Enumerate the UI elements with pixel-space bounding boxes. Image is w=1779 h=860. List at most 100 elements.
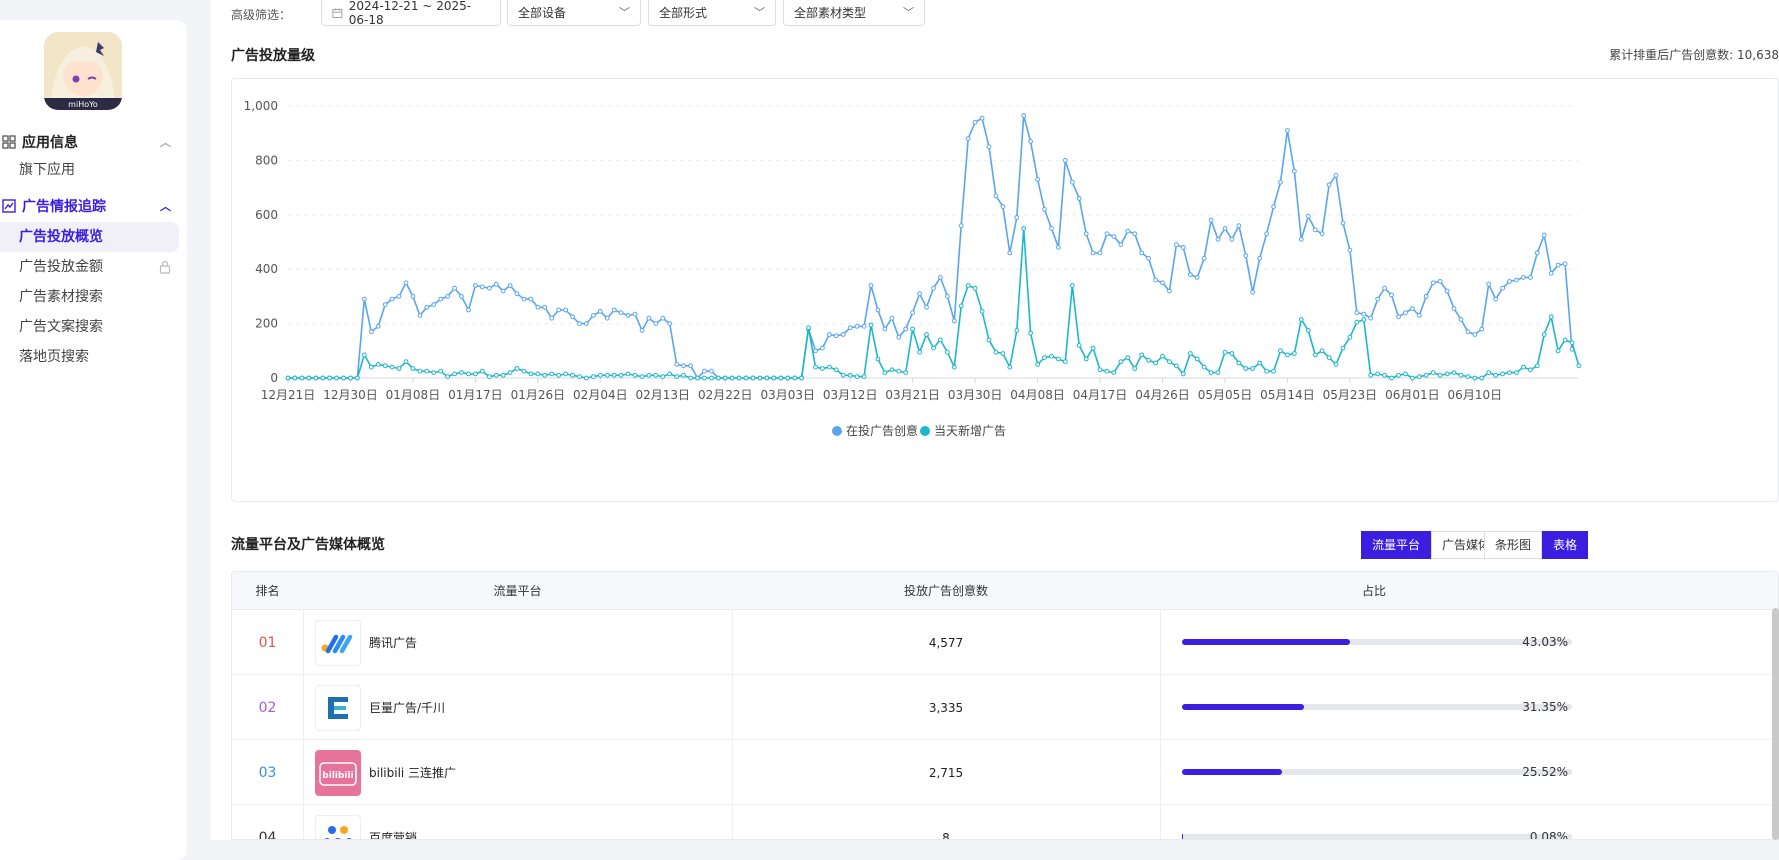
platform-name[interactable]: 百度营销 (369, 831, 418, 840)
x-tick-label: 01月17日 (448, 388, 503, 402)
toggle-bar-chart[interactable]: 条形图 (1484, 531, 1543, 559)
data-point (1396, 372, 1401, 378)
data-point (563, 307, 569, 313)
data-point (459, 370, 464, 376)
data-point (1312, 227, 1318, 233)
chevron-up-icon[interactable]: ︿ (160, 136, 171, 149)
data-point (1486, 281, 1492, 287)
data-point (799, 375, 804, 381)
x-tick-label: 12月21日 (261, 388, 316, 402)
nav-item-sub-apps[interactable]: 旗下应用 (19, 162, 75, 178)
nav-item-creative-search[interactable]: 广告素材搜索 (19, 289, 103, 305)
platform-cell: 百度营销 (303, 805, 732, 840)
chevron-up-icon[interactable]: ︿ (160, 200, 171, 213)
data-point (1062, 359, 1068, 365)
data-point (1375, 296, 1381, 302)
data-point (1458, 317, 1464, 322)
oceanengine-icon (328, 696, 348, 719)
data-point (507, 283, 513, 288)
table-row[interactable]: 03 bilibili bilibili 三连推广 2,715 25.52% (232, 740, 1778, 805)
data-point (382, 302, 388, 308)
data-point (924, 304, 929, 310)
nav-group-app-info[interactable]: 应用信息 ︿ (0, 126, 187, 158)
data-point (1035, 362, 1040, 367)
app-logo[interactable]: miHoYo (44, 32, 122, 110)
data-point (854, 374, 860, 380)
data-point (493, 281, 499, 287)
x-tick-label: 05月05日 (1198, 388, 1253, 402)
data-point (625, 313, 631, 318)
data-point (972, 285, 978, 291)
data-point (1326, 355, 1332, 361)
platform-name[interactable]: 巨量广告/千川 (369, 701, 446, 715)
data-point (1104, 231, 1110, 237)
platform-name[interactable]: bilibili 三连推广 (369, 766, 457, 780)
data-point (1576, 363, 1582, 369)
data-point (396, 366, 402, 371)
data-point (1090, 250, 1096, 256)
data-point (375, 362, 381, 367)
device-select-value: 全部设备 (518, 6, 567, 20)
data-point (1271, 204, 1276, 209)
nav-item-copy-search[interactable]: 广告文案搜索 (19, 319, 103, 335)
data-point (882, 370, 888, 376)
data-point (1076, 343, 1082, 348)
x-tick-label: 03月03日 (760, 388, 815, 402)
x-tick-label: 01月26日 (511, 388, 566, 402)
count-value: 2,715 (928, 765, 964, 780)
data-point (667, 371, 673, 377)
table-row[interactable]: 01 腾讯广告 4,577 43.03% (232, 610, 1778, 675)
nav-item-landing-search[interactable]: 落地页搜索 (19, 349, 89, 365)
data-point (1118, 359, 1124, 365)
data-point (1382, 372, 1387, 378)
nav-group-ad-tracking[interactable]: 广告情报追踪 ︿ (0, 190, 187, 222)
table-row[interactable]: 04 百度营销 8 0.08% (232, 805, 1778, 840)
form-select[interactable]: 全部形式 ﹀ (648, 0, 776, 26)
platform-name[interactable]: 腾讯广告 (369, 636, 418, 650)
data-point (1222, 226, 1228, 231)
toggle-table[interactable]: 表格 (1542, 531, 1589, 559)
rank-number: 03 (258, 764, 277, 781)
volume-line-chart[interactable]: 1,000 800 600 400 200 0 12月21日 12月30日 01月08日 01月1… (232, 79, 1778, 501)
data-point (1146, 357, 1151, 363)
data-point (827, 364, 832, 370)
data-point (1292, 351, 1297, 356)
nav-item-ad-overview[interactable]: 广告投放概览 (0, 222, 179, 252)
data-point (1389, 292, 1394, 298)
data-point (438, 368, 444, 374)
data-point (1451, 306, 1457, 312)
data-point (500, 372, 506, 378)
data-point (1410, 306, 1415, 312)
data-point (1097, 250, 1103, 256)
data-point (1132, 366, 1138, 371)
data-point (1500, 285, 1505, 291)
data-point (632, 311, 638, 317)
data-point (1042, 355, 1047, 361)
data-point (903, 326, 909, 332)
toggle-traffic-platform[interactable]: 流量平台 (1361, 531, 1432, 559)
table-row[interactable]: 02 巨量广告/千川 3,335 31.35% (232, 675, 1778, 740)
data-point (348, 375, 353, 381)
data-point (1486, 370, 1492, 376)
data-point (410, 366, 416, 371)
header-count[interactable]: 投放广告创意数 (903, 584, 988, 598)
data-point (1125, 355, 1131, 361)
data-point (847, 325, 853, 331)
data-point (1305, 213, 1311, 219)
platform-cell: 腾讯广告 (303, 610, 732, 675)
table-scrollbar[interactable] (1772, 608, 1779, 840)
data-point (1368, 372, 1374, 378)
data-point (597, 309, 603, 314)
data-point (1375, 371, 1381, 377)
data-point (722, 375, 728, 381)
y-tick-label: 600 (255, 208, 278, 222)
data-point (806, 325, 811, 331)
data-point (1479, 326, 1485, 332)
date-range-picker[interactable]: 2024-12-21 ~ 2025-06-18 (321, 0, 501, 27)
data-point (958, 223, 964, 229)
data-point (1333, 362, 1339, 367)
device-select[interactable]: 全部设备 ﹀ (507, 0, 641, 26)
material-select[interactable]: 全部素材类型 ﹀ (783, 0, 925, 26)
platform-section-title: 流量平台及广告媒体概览 (231, 537, 385, 553)
nav-item-ad-spend[interactable]: 广告投放金额 (0, 252, 179, 282)
